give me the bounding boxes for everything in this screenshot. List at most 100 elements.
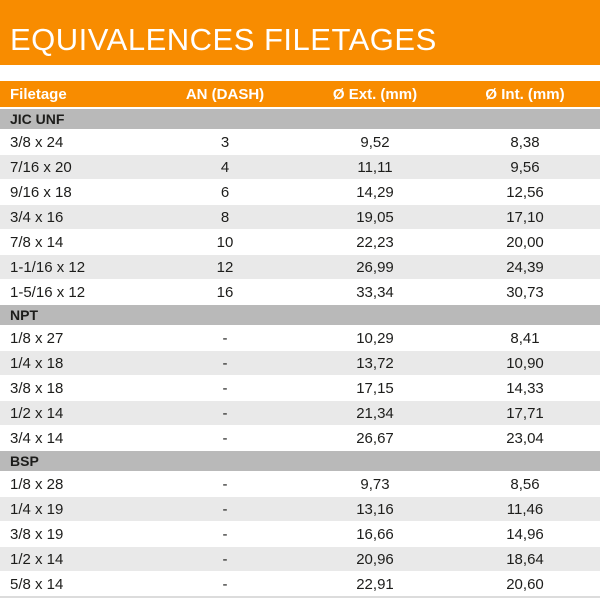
ext-diameter-cell: 9,73 (300, 471, 450, 497)
table-row: 3/4 x 16 8 19,05 17,10 (0, 204, 600, 230)
int-diameter-cell: 18,64 (450, 546, 600, 572)
table-row: 3/8 x 18-17,15 14,33 (0, 375, 600, 401)
ext-diameter-cell: 22,91 (300, 571, 450, 598)
thread-size-cell: 1/4 x 18 (0, 350, 150, 376)
thread-equivalence-table: Filetage AN (DASH) Ø Ext. (mm) Ø Int. (m… (0, 81, 600, 598)
table-body: JIC UNF 3/8 x 24 3 9,52 8,38 7/16 x 20 4 11,11 9… (0, 107, 600, 598)
thread-size-cell: 3/8 x 24 (0, 129, 150, 155)
thread-size-cell: 5/8 x 14 (0, 571, 150, 598)
table-row: 7/8 x 14 10 22,23 20,00 (0, 229, 600, 255)
column-header-filetage: Filetage (0, 81, 150, 109)
table-row: 1/8 x 28-9,73 8,56 (0, 471, 600, 497)
an-dash-cell: 8 (150, 204, 300, 230)
title-banner: EQUIVALENCES FILETAGES (0, 0, 600, 65)
an-dash-cell: 10 (150, 229, 300, 255)
thread-size-cell: 1/8 x 28 (0, 471, 150, 497)
table-row: 3/8 x 24 3 9,52 8,38 (0, 129, 600, 155)
int-diameter-cell: 17,71 (450, 400, 600, 426)
thread-size-cell: 3/4 x 16 (0, 204, 150, 230)
int-diameter-cell: 8,56 (450, 471, 600, 497)
table-row: 1/4 x 18-13,72 10,90 (0, 350, 600, 376)
table-header-row: Filetage AN (DASH) Ø Ext. (mm) Ø Int. (m… (0, 81, 600, 109)
thread-size-cell: 3/4 x 14 (0, 425, 150, 451)
table-row: 1/8 x 27-10,29 8,41 (0, 325, 600, 351)
table-row: 5/8 x 14-22,91 20,60 (0, 571, 600, 598)
table-row: 1/2 x 14-21,34 17,71 (0, 400, 600, 426)
ext-diameter-cell: 13,72 (300, 350, 450, 376)
ext-diameter-cell: 26,67 (300, 425, 450, 451)
an-dash-cell: - (150, 425, 300, 451)
an-dash-cell: - (150, 325, 300, 351)
an-dash-cell: 12 (150, 254, 300, 280)
thread-size-cell: 1/4 x 19 (0, 496, 150, 522)
table-row: 1-1/16 x 12 12 26,99 24,39 (0, 254, 600, 280)
banner-separator (0, 65, 600, 81)
column-header-an-dash: AN (DASH) (150, 81, 300, 109)
an-dash-cell: 16 (150, 279, 300, 305)
ext-diameter-cell: 21,34 (300, 400, 450, 426)
an-dash-cell: - (150, 496, 300, 522)
ext-diameter-cell: 22,23 (300, 229, 450, 255)
section-label: JIC UNF (0, 107, 600, 130)
an-dash-cell: - (150, 571, 300, 598)
an-dash-cell: - (150, 350, 300, 376)
column-header-int-diameter: Ø Int. (mm) (450, 81, 600, 109)
ext-diameter-cell: 17,15 (300, 375, 450, 401)
section-row-npt: NPT (0, 304, 600, 326)
ext-diameter-cell: 26,99 (300, 254, 450, 280)
an-dash-cell: - (150, 471, 300, 497)
ext-diameter-cell: 33,34 (300, 279, 450, 305)
thread-size-cell: 9/16 x 18 (0, 179, 150, 205)
int-diameter-cell: 9,56 (450, 154, 600, 180)
table-row: 3/8 x 19-16,66 14,96 (0, 521, 600, 547)
thread-size-cell: 3/8 x 19 (0, 521, 150, 547)
an-dash-cell: - (150, 400, 300, 426)
section-row-bsp: BSP (0, 450, 600, 472)
table-row: 9/16 x 18 6 14,29 12,56 (0, 179, 600, 205)
ext-diameter-cell: 16,66 (300, 521, 450, 547)
table-row: 7/16 x 20 4 11,11 9,56 (0, 154, 600, 180)
ext-diameter-cell: 13,16 (300, 496, 450, 522)
section-label: BSP (0, 450, 600, 472)
int-diameter-cell: 23,04 (450, 425, 600, 451)
an-dash-cell: 4 (150, 154, 300, 180)
int-diameter-cell: 14,33 (450, 375, 600, 401)
int-diameter-cell: 30,73 (450, 279, 600, 305)
int-diameter-cell: 24,39 (450, 254, 600, 280)
int-diameter-cell: 10,90 (450, 350, 600, 376)
thread-size-cell: 1-5/16 x 12 (0, 279, 150, 305)
an-dash-cell: 6 (150, 179, 300, 205)
int-diameter-cell: 20,00 (450, 229, 600, 255)
int-diameter-cell: 17,10 (450, 204, 600, 230)
table-row: 3/4 x 14-26,67 23,04 (0, 425, 600, 451)
an-dash-cell: - (150, 521, 300, 547)
section-row-jic-unf: JIC UNF (0, 107, 600, 130)
ext-diameter-cell: 14,29 (300, 179, 450, 205)
ext-diameter-cell: 20,96 (300, 546, 450, 572)
thread-size-cell: 1-1/16 x 12 (0, 254, 150, 280)
int-diameter-cell: 20,60 (450, 571, 600, 598)
ext-diameter-cell: 9,52 (300, 129, 450, 155)
page-title: EQUIVALENCES FILETAGES (10, 21, 437, 57)
thread-size-cell: 7/8 x 14 (0, 229, 150, 255)
thread-size-cell: 1/8 x 27 (0, 325, 150, 351)
table-row: 1/2 x 14-20,96 18,64 (0, 546, 600, 572)
thread-size-cell: 7/16 x 20 (0, 154, 150, 180)
thread-size-cell: 3/8 x 18 (0, 375, 150, 401)
int-diameter-cell: 8,41 (450, 325, 600, 351)
ext-diameter-cell: 11,11 (300, 154, 450, 180)
ext-diameter-cell: 19,05 (300, 204, 450, 230)
int-diameter-cell: 11,46 (450, 496, 600, 522)
an-dash-cell: - (150, 546, 300, 572)
table-row: 1-5/16 x 12 16 33,34 30,73 (0, 279, 600, 305)
thread-size-cell: 1/2 x 14 (0, 546, 150, 572)
thread-size-cell: 1/2 x 14 (0, 400, 150, 426)
an-dash-cell: 3 (150, 129, 300, 155)
ext-diameter-cell: 10,29 (300, 325, 450, 351)
int-diameter-cell: 8,38 (450, 129, 600, 155)
int-diameter-cell: 12,56 (450, 179, 600, 205)
section-label: NPT (0, 304, 600, 326)
an-dash-cell: - (150, 375, 300, 401)
table-row: 1/4 x 19-13,16 11,46 (0, 496, 600, 522)
column-header-ext-diameter: Ø Ext. (mm) (300, 81, 450, 109)
